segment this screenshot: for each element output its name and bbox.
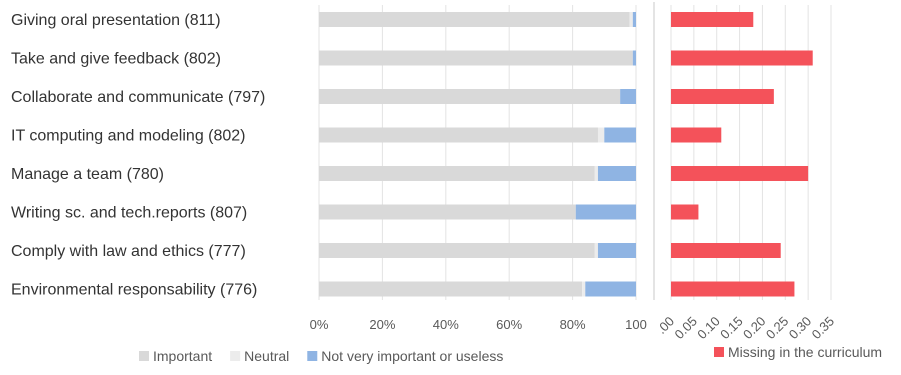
- bar-important: [319, 12, 630, 27]
- bar-missing-in-curriculum: [671, 12, 754, 27]
- bar-not-very-important-or-useless: [620, 89, 636, 104]
- legend-swatch: [139, 351, 149, 361]
- legend-label: Neutral: [244, 348, 289, 364]
- bar-neutral: [594, 166, 598, 181]
- left-x-tick-label: 0%: [310, 317, 329, 332]
- bar-neutral: [629, 12, 633, 27]
- category-label: Environmental responsability (776): [11, 282, 257, 299]
- bar-not-very-important-or-useless: [585, 281, 636, 297]
- bar-missing-in-curriculum: [671, 166, 809, 181]
- left-x-tick-label: 60%: [496, 317, 522, 332]
- bar-missing-in-curriculum: [671, 127, 722, 143]
- bar-neutral: [594, 243, 598, 258]
- right-x-tick-label: 0.20: [740, 314, 769, 343]
- bar-missing-in-curriculum: [671, 243, 781, 258]
- category-label: IT computing and modeling (802): [11, 128, 246, 145]
- bar-not-very-important-or-useless: [604, 127, 636, 143]
- bar-missing-in-curriculum: [671, 50, 813, 66]
- bar-neutral: [582, 281, 586, 297]
- right-x-tick-label: 0.05: [671, 314, 700, 343]
- bar-important: [319, 50, 633, 66]
- category-label: Giving oral presentation (811): [11, 12, 221, 29]
- right-x-tick-label: 0.10: [694, 314, 723, 343]
- left-x-tick-label: 20%: [369, 317, 395, 332]
- category-label: Writing sc. and tech.reports (807): [11, 205, 247, 222]
- right-x-tick-label: 0.35: [809, 314, 838, 343]
- left-x-tick-label: 80%: [560, 317, 586, 332]
- bar-not-very-important-or-useless: [597, 243, 636, 258]
- bar-missing-in-curriculum: [671, 89, 774, 104]
- category-label: Collaborate and communicate (797): [11, 89, 265, 106]
- legend-label: Important: [153, 348, 212, 364]
- right-x-tick-label: 0.15: [717, 314, 746, 343]
- bar-important: [319, 243, 595, 258]
- category-label: Comply with law and ethics (777): [11, 243, 246, 260]
- left-x-tick-label: 100: [625, 317, 647, 332]
- legend-swatch: [230, 351, 241, 361]
- bar-not-very-important-or-useless: [632, 12, 636, 27]
- category-label: Take and give feedback (802): [11, 51, 221, 68]
- bar-not-very-important-or-useless: [632, 50, 636, 66]
- right-x-tick-label: 0.30: [786, 314, 815, 343]
- bar-important: [319, 166, 595, 181]
- legend-label-missing: Missing in the curriculum: [728, 344, 882, 360]
- right-x-tick-label: 0.25: [763, 314, 792, 343]
- bar-missing-in-curriculum: [671, 281, 795, 297]
- bar-not-very-important-or-useless: [575, 204, 636, 220]
- bar-important: [319, 204, 576, 220]
- bar-important: [319, 281, 583, 297]
- category-label: Manage a team (780): [11, 166, 164, 183]
- legend-swatch-missing: [714, 347, 724, 357]
- legend-swatch: [307, 351, 318, 361]
- bar-missing-in-curriculum: [671, 204, 699, 220]
- bar-neutral: [597, 127, 605, 143]
- bar-not-very-important-or-useless: [597, 166, 636, 181]
- legend-label: Not very important or useless: [321, 348, 503, 364]
- bar-important: [319, 127, 598, 143]
- left-x-tick-label: 40%: [433, 317, 459, 332]
- bar-important: [319, 89, 621, 104]
